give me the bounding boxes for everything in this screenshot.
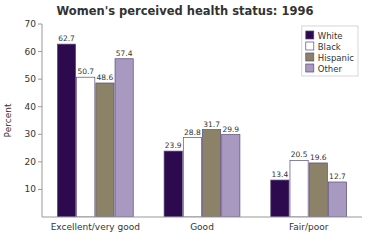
x-tick-label: Fair/poor — [289, 222, 329, 232]
data-label: 29.9 — [222, 125, 239, 134]
bar — [164, 151, 182, 217]
data-label: 62.7 — [58, 34, 75, 43]
legend-swatch — [306, 53, 314, 61]
data-label: 28.8 — [184, 128, 201, 137]
legend-frame — [302, 26, 358, 76]
y-tick-label: 60 — [25, 47, 37, 57]
legend-label: Hispanic — [318, 53, 355, 63]
bar — [57, 44, 75, 217]
x-axis-line — [42, 217, 362, 218]
data-label: 13.4 — [272, 170, 289, 179]
bar — [115, 59, 133, 217]
data-label: 57.4 — [116, 49, 133, 58]
y-tick-label: 40 — [25, 102, 37, 112]
y-tick-label: 20 — [25, 157, 37, 167]
data-label: 50.7 — [77, 67, 94, 76]
bar — [309, 163, 327, 217]
chart: Women's perceived health status: 1996 Per… — [0, 0, 370, 243]
y-tick-label: 70 — [25, 19, 37, 29]
data-label: 31.7 — [203, 120, 220, 129]
y-tick-label: 30 — [25, 129, 37, 139]
bar — [290, 160, 308, 217]
legend-swatch — [306, 64, 314, 72]
y-tick — [38, 24, 42, 25]
y-tick — [38, 134, 42, 135]
bar — [77, 77, 95, 217]
y-tick — [38, 106, 42, 107]
bar — [271, 180, 289, 217]
data-label: 12.7 — [329, 172, 346, 181]
bar — [222, 135, 240, 217]
data-label: 20.5 — [291, 150, 308, 159]
legend-swatch — [306, 42, 314, 50]
y-axis-label: Percent — [3, 103, 13, 137]
y-tick-label: 10 — [25, 184, 37, 194]
legend-label: Black — [318, 42, 341, 52]
x-tick-label: Good — [190, 222, 214, 232]
y-tick — [38, 79, 42, 80]
data-label: 19.6 — [310, 153, 327, 162]
bar — [183, 138, 201, 217]
data-label: 23.9 — [165, 141, 182, 150]
legend: WhiteBlackHispanicOther — [302, 26, 358, 76]
legend-label: Other — [318, 64, 343, 74]
y-axis-line — [42, 24, 43, 217]
title: Women's perceived health status: 1996 — [57, 4, 314, 18]
y-tick — [38, 51, 42, 52]
bar — [96, 83, 114, 217]
legend-label: White — [318, 31, 343, 41]
bar — [328, 182, 346, 217]
bar — [203, 130, 221, 217]
y-tick — [38, 189, 42, 190]
x-tick-label: Excellent/very good — [51, 222, 140, 232]
legend-swatch — [306, 31, 314, 39]
data-label: 48.6 — [97, 73, 114, 82]
y-tick-label: 50 — [25, 74, 37, 84]
y-tick — [38, 161, 42, 162]
